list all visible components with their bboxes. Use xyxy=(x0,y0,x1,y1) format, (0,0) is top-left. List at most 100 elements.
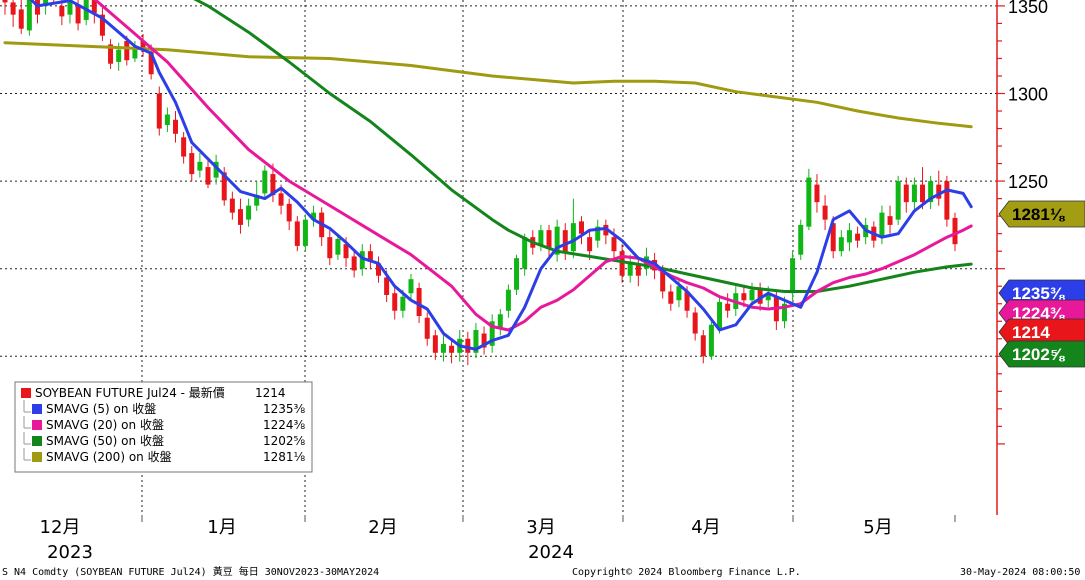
candle-body xyxy=(944,181,950,220)
legend-value: 1214 xyxy=(255,386,286,400)
legend-swatch xyxy=(32,420,42,430)
candle-body xyxy=(440,344,446,353)
candle-body xyxy=(416,287,422,317)
candle-body xyxy=(424,317,430,339)
candle-body xyxy=(262,170,268,194)
legend-row: SOYBEAN FUTURE Jul24 - 最新價 1214 xyxy=(21,385,286,400)
tag-shape xyxy=(998,200,1085,228)
candle-body xyxy=(578,221,584,234)
candle-body xyxy=(205,167,211,185)
candle-body xyxy=(67,0,73,15)
candle-body xyxy=(505,289,511,311)
candle-body xyxy=(99,14,105,36)
legend-row: SMAVG (200) on 收盤 1281⅛ xyxy=(23,448,306,464)
legend-row: SMAVG (50) on 收盤 1202⅝ xyxy=(23,432,306,448)
candle-body xyxy=(619,251,625,276)
y-axis-ticks xyxy=(997,5,1005,445)
moving-average-lines xyxy=(3,0,973,351)
last-value-tag: 1235⅜ xyxy=(998,279,1085,307)
candle-body xyxy=(838,237,844,252)
candle-body xyxy=(514,258,520,290)
vertical-gridlines xyxy=(141,0,794,515)
candle-body xyxy=(846,230,852,243)
y-tick-label: 1350 xyxy=(1008,0,1048,17)
candle-body xyxy=(449,345,455,353)
candle-body xyxy=(197,161,203,171)
candle-body xyxy=(781,303,787,322)
candle-body xyxy=(432,335,438,353)
candle-body xyxy=(132,47,138,59)
tag-label: 1224⅜ xyxy=(1012,304,1066,323)
candle-body xyxy=(343,244,349,259)
sma200-line xyxy=(3,41,973,129)
x-year-label: 2023 xyxy=(47,542,93,563)
tag-label: 1202⅝ xyxy=(1012,345,1066,364)
x-month-label: 2月 xyxy=(368,517,397,538)
sma20-line xyxy=(93,0,973,332)
candle-body xyxy=(725,303,731,311)
x-axis-labels: 12月 2023 1月 2月 3月 2024 4月 5月 xyxy=(40,515,956,563)
candle-body xyxy=(376,263,382,276)
candle-body xyxy=(806,177,812,227)
candle-body xyxy=(148,51,154,75)
candle-body xyxy=(43,0,49,6)
legend-row: SMAVG (5) on 收盤 1235⅜ xyxy=(23,400,306,416)
candle-body xyxy=(335,238,341,255)
footer-right: 30-May-2024 08:00:50 xyxy=(960,567,1080,578)
candle-body xyxy=(676,286,682,301)
tag-label: 1235⅜ xyxy=(1012,284,1066,303)
candle-body xyxy=(692,312,698,334)
candle-body xyxy=(765,293,771,301)
candle-body xyxy=(879,212,885,238)
candle-body xyxy=(384,277,390,295)
candle-body xyxy=(489,321,495,346)
candle-body xyxy=(595,226,601,241)
candle-body xyxy=(936,184,942,199)
candle-body xyxy=(822,205,828,220)
candle-body xyxy=(481,333,487,348)
candle-body xyxy=(627,261,633,276)
candle-body xyxy=(408,279,414,294)
candle-body xyxy=(91,0,97,13)
candle-body xyxy=(903,184,909,203)
tag-label: 1281⅛ xyxy=(1012,205,1066,224)
candle-body xyxy=(181,137,187,157)
candle-body xyxy=(895,181,901,220)
candle-body xyxy=(229,198,235,213)
candle-body xyxy=(367,251,373,262)
candle-body xyxy=(221,172,227,201)
x-month-label: 3月 xyxy=(526,517,555,538)
x-month-label: 12月 xyxy=(40,517,81,538)
y-tick-label: 1300 xyxy=(1008,85,1048,105)
candle-body xyxy=(351,256,357,271)
candle-body xyxy=(562,230,568,253)
candle-body xyxy=(10,2,16,15)
candle-body xyxy=(887,216,893,225)
candle-body xyxy=(400,296,406,311)
candle-body xyxy=(311,212,317,220)
candle-body xyxy=(814,184,820,203)
legend-label: SMAVG (50) on 收盤 xyxy=(46,434,164,448)
candle-body xyxy=(708,324,714,357)
candle-body xyxy=(189,153,195,175)
legend-swatch xyxy=(32,452,42,462)
candle-body xyxy=(911,184,917,203)
candle-body xyxy=(749,289,755,301)
legend-swatch xyxy=(32,404,42,414)
candle-body xyxy=(717,301,723,329)
candle-body xyxy=(286,203,292,222)
legend-value: 1224⅜ xyxy=(263,418,306,432)
candle-body xyxy=(790,258,796,294)
x-year-label: 2024 xyxy=(528,542,574,563)
candle-body xyxy=(140,40,146,50)
last-value-tag: 1281⅛ xyxy=(998,200,1085,228)
candle-body xyxy=(538,230,544,246)
candle-body xyxy=(587,237,593,252)
x-month-label: 5月 xyxy=(863,517,892,538)
legend-value: 1281⅛ xyxy=(263,450,306,464)
candle-body xyxy=(124,40,130,61)
legend-label: SMAVG (20) on 收盤 xyxy=(46,418,164,432)
legend-swatch xyxy=(21,388,31,398)
